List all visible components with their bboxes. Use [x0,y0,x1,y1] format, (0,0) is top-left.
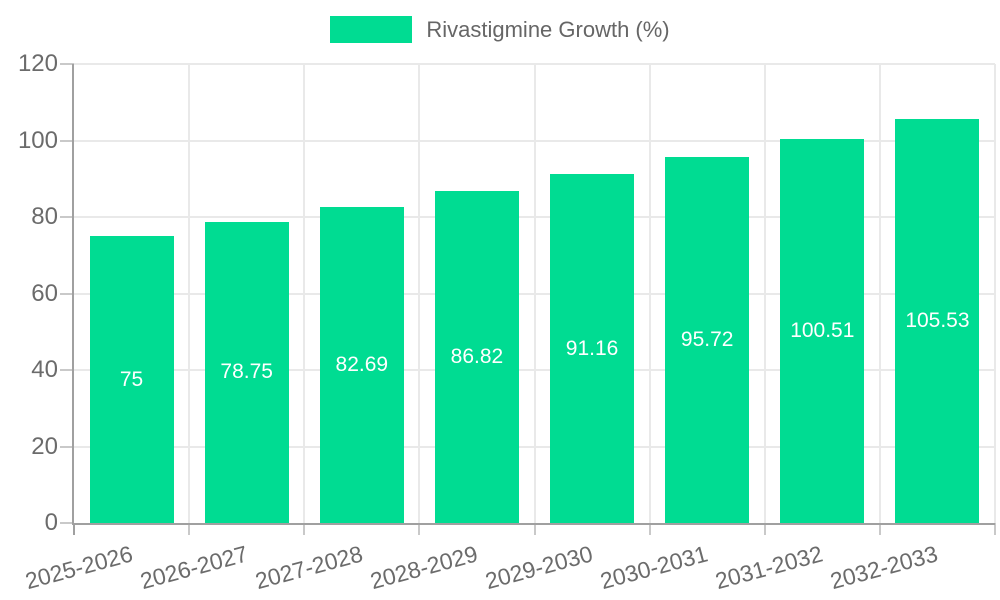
bar-value-label: 100.51 [790,318,855,342]
bar [89,236,174,523]
bar [319,206,404,523]
x-axis-tick [73,523,75,535]
gridline-vertical [878,64,881,523]
x-axis-tick [648,523,651,535]
x-axis-tick [994,523,996,535]
x-axis-tick [303,523,306,535]
gridline-vertical [763,64,766,523]
x-axis-tick [188,523,191,535]
bar [204,221,289,523]
bar-value-label: 105.53 [905,309,970,333]
x-axis-line [72,523,995,525]
bar-value-label: 82.69 [335,352,389,376]
x-axis-tick [763,523,766,535]
y-axis-tick [60,63,74,65]
bar-value-label: 75 [119,367,144,391]
bar-value-label: 91.16 [565,336,619,360]
legend-label: Rivastigmine Growth (%) [426,17,670,42]
y-axis-label: 80 [31,203,58,230]
gridline-vertical [303,64,306,523]
gridline-vertical [533,64,536,523]
x-axis-tick [418,523,421,535]
gridline-vertical [994,64,996,523]
gridline-vertical [188,64,191,523]
y-axis-label: 40 [31,356,58,383]
gridline-vertical [418,64,421,523]
y-axis-label: 20 [31,432,58,460]
y-axis-label: 0 [44,509,58,536]
x-axis-tick [533,523,536,535]
bar [665,156,750,523]
y-axis-tick [60,369,74,371]
y-axis-tick [60,522,74,524]
gridline-vertical [648,64,651,523]
bar [780,138,865,523]
x-axis-tick [878,523,881,535]
bar [434,190,519,523]
y-axis-label: 120 [17,50,58,77]
y-axis-label: 60 [31,279,58,307]
y-axis-tick [60,139,74,142]
bar [550,174,635,523]
bar [895,119,980,523]
y-axis-label: 100 [17,126,58,154]
y-axis-tick [60,292,74,295]
chart-legend[interactable]: Rivastigmine Growth (%) [0,16,1000,43]
y-axis-line [72,64,74,525]
y-axis-tick [60,445,74,448]
y-axis-tick [60,216,74,218]
bar-value-label: 95.72 [680,327,734,351]
legend-swatch [330,16,413,43]
bar-value-label: 86.82 [450,344,504,368]
bar-value-label: 78.75 [220,360,273,384]
